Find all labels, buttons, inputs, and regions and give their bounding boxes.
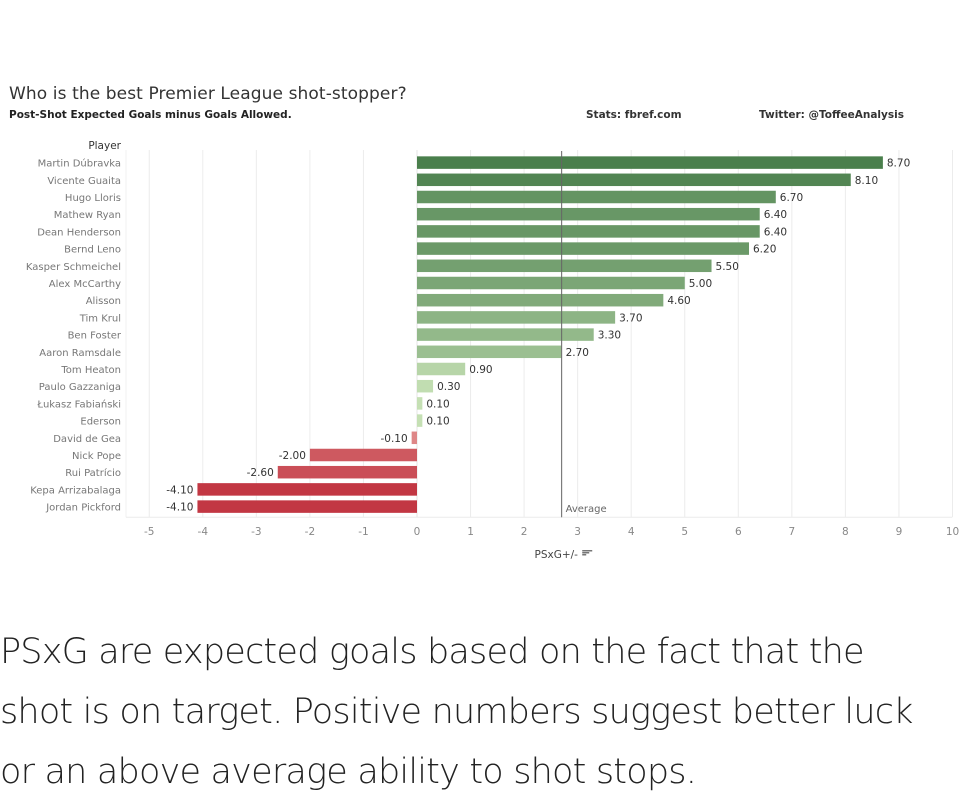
x-tick-label: -1 [358, 526, 368, 538]
value-label: 3.30 [598, 330, 621, 342]
bar [417, 190, 776, 204]
x-tick-label: -3 [251, 526, 261, 538]
sort-icon[interactable] [582, 550, 593, 556]
bar [417, 311, 616, 324]
value-label: -0.10 [380, 433, 407, 445]
value-label: 6.40 [764, 226, 787, 238]
player-label: Tim Krul [79, 313, 121, 324]
x-tick-label: 2 [521, 526, 528, 538]
bar [411, 431, 417, 445]
value-label: -4.10 [166, 502, 193, 514]
value-label: 6.20 [753, 244, 776, 256]
value-label: 0.30 [437, 381, 460, 393]
x-axis-title: PSxG+/- [534, 549, 578, 561]
player-label: Tom Heaton [60, 365, 121, 376]
bar-chart: Average Player Martin Dúbravka 8.70 Vicente… [26, 140, 959, 561]
caption-line: PSxG are expected goals based on the fac… [0, 632, 865, 672]
player-label: Vicente Guaita [47, 176, 121, 187]
average-reference: Average [560, 151, 607, 518]
row-header: Player [88, 140, 121, 152]
caption-line: or an above average ability to shot stop… [0, 752, 697, 792]
bar [417, 328, 594, 341]
x-tick-label: 10 [946, 526, 959, 538]
sort-icon-bar [582, 550, 593, 552]
player-label: Ben Foster [68, 331, 122, 342]
value-label: 0.90 [469, 364, 492, 376]
average-label: Average [566, 504, 607, 515]
bar [197, 483, 417, 496]
x-tick-label: 9 [896, 526, 903, 538]
player-label: Bernd Leno [64, 245, 121, 256]
x-tick-label: 4 [628, 526, 635, 538]
bar [417, 362, 466, 376]
sort-icon-bar [582, 554, 587, 556]
x-tick-label: 3 [574, 526, 581, 538]
bar [417, 225, 760, 238]
value-label: 6.70 [780, 192, 803, 204]
value-label: 4.60 [667, 295, 690, 307]
bar [417, 345, 562, 359]
value-label: -2.00 [279, 450, 306, 462]
x-tick-label: -4 [198, 526, 209, 538]
x-tick-label: 5 [681, 526, 688, 538]
player-label: Alex McCarthy [49, 279, 121, 290]
sort-icon-bar [582, 552, 590, 554]
bar [417, 276, 685, 290]
chart-title: Who is the best Premier League shot-stop… [9, 84, 407, 104]
labels: Player Martin Dúbravka 8.70 Vicente Guaita 8… [26, 140, 910, 514]
bar [417, 173, 851, 187]
value-label: 0.10 [426, 398, 449, 410]
player-label: Paulo Gazzaniga [39, 382, 121, 393]
x-tick-label: 7 [789, 526, 796, 538]
x-tick-label: -5 [144, 526, 154, 538]
bar [309, 448, 417, 462]
bar [417, 242, 750, 255]
player-label: David de Gea [53, 434, 121, 445]
player-label: Kasper Schmeichel [26, 262, 121, 273]
chart-subtitle: Post-Shot Expected Goals minus Goals All… [9, 109, 292, 121]
player-label: Kepa Arrizabalaga [30, 485, 121, 496]
x-tick-label: 6 [735, 526, 742, 538]
value-label: 3.70 [619, 312, 642, 324]
bar [277, 465, 417, 479]
player-label: Alisson [86, 296, 121, 307]
x-tick-label: 1 [467, 526, 474, 538]
value-label: -4.10 [166, 484, 193, 496]
bar [417, 156, 883, 169]
player-label: Dean Henderson [37, 227, 121, 238]
player-label: Jordan Pickford [45, 503, 121, 514]
bar [417, 414, 423, 427]
x-axis: -5 -4 -3 -2 -1 0 1 2 3 4 5 6 7 8 9 10 PSxG+/- [144, 526, 959, 561]
player-label: Aaron Ramsdale [39, 348, 121, 359]
player-label: Mathew Ryan [54, 210, 121, 221]
player-label: Łukasz Fabiański [36, 398, 121, 410]
bar [197, 500, 417, 513]
bar [417, 379, 434, 393]
value-label: -2.60 [247, 467, 274, 479]
caption-line: shot is on target. Positive numbers sugg… [0, 692, 913, 732]
twitter-credit: Twitter: @ToffeeAnalysis [759, 109, 904, 121]
caption: PSxG are expected goals based on the fac… [0, 622, 959, 802]
player-label: Rui Patrício [65, 467, 121, 479]
value-label: 0.10 [426, 416, 449, 428]
player-label: Hugo Lloris [65, 193, 121, 204]
x-tick-label: -2 [305, 526, 315, 538]
bar [417, 293, 664, 307]
value-label: 8.70 [887, 158, 910, 170]
x-tick-label: 8 [842, 526, 849, 538]
bar [417, 207, 760, 221]
value-label: 5.50 [716, 261, 739, 273]
value-label: 6.40 [764, 209, 787, 221]
source-credit: Stats: fbref.com [586, 109, 682, 121]
bars [197, 156, 883, 513]
player-label: Ederson [80, 417, 121, 428]
player-label: Nick Pope [72, 451, 121, 462]
value-label: 5.00 [689, 278, 712, 290]
x-tick-label: 0 [414, 526, 421, 538]
bar [417, 397, 423, 410]
value-label: 2.70 [566, 347, 589, 359]
bar [417, 259, 712, 273]
value-label: 8.10 [855, 175, 878, 187]
player-label: Martin Dúbravka [38, 158, 121, 170]
